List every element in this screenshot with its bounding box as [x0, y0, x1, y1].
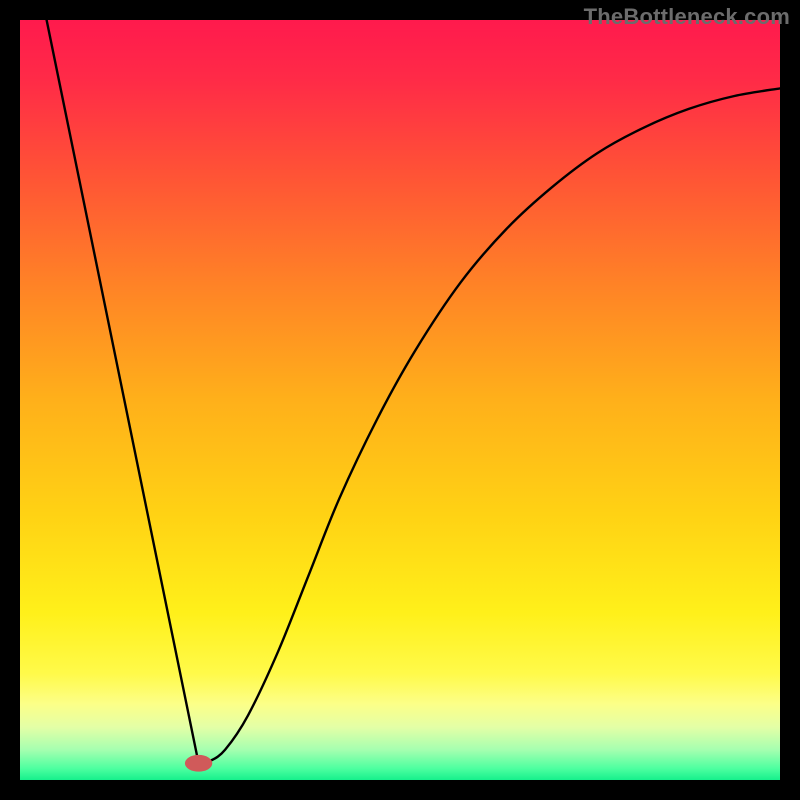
- minimum-marker: [185, 755, 212, 772]
- watermark-text: TheBottleneck.com: [584, 4, 790, 30]
- figure-stage: TheBottleneck.com: [0, 0, 800, 800]
- plot-svg: [20, 20, 780, 780]
- gradient-background: [20, 20, 780, 780]
- plot-area: [20, 20, 780, 780]
